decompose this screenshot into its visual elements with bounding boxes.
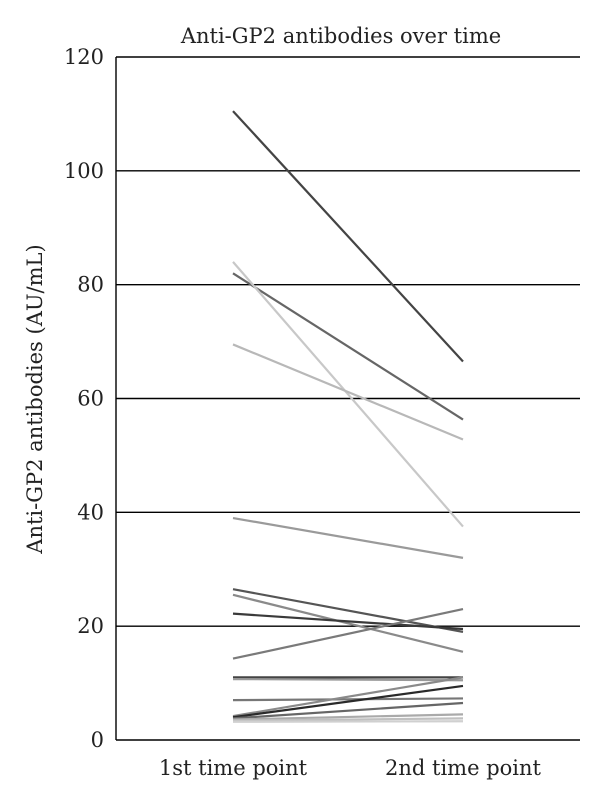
y-tick-label: 0	[91, 728, 104, 752]
series-line-12	[232, 697, 464, 702]
y-tick-label: 40	[77, 500, 104, 524]
series-line-4	[232, 343, 464, 441]
x-tick-label: 2nd time point	[385, 756, 542, 780]
series-line-7	[232, 593, 464, 653]
y-tick-label: 80	[77, 273, 104, 297]
series-line-1	[232, 110, 464, 363]
series-line-16	[232, 713, 464, 721]
series-line-9	[232, 608, 464, 660]
y-tick-label: 20	[77, 614, 104, 638]
y-tick-label: 60	[77, 387, 104, 411]
gridlines	[116, 56, 580, 741]
series-line-13	[232, 676, 464, 718]
series-line-15	[232, 701, 464, 720]
y-tick-labels: 0 20 40 60 80 100 120	[64, 45, 104, 752]
series-line-17	[232, 717, 464, 722]
chart-title: Anti-GP2 antibodies over time	[180, 24, 501, 48]
series-line-18	[232, 720, 464, 723]
x-tick-label: 1st time point	[159, 756, 308, 780]
x-tick-labels: 1st time point 2nd time point	[159, 756, 542, 780]
series-line-6	[232, 588, 464, 633]
y-tick-label: 100	[64, 159, 104, 183]
y-axis-label: Anti-GP2 antibodies (AU/mL)	[23, 244, 47, 554]
y-tick-label: 120	[64, 45, 104, 69]
series-line-8	[232, 612, 464, 631]
series-lines	[232, 110, 464, 723]
series-line-3	[232, 261, 464, 528]
series-line-11	[232, 677, 464, 682]
series-line-2	[232, 272, 464, 421]
series-line-14	[232, 684, 464, 719]
series-line-5	[232, 516, 464, 559]
